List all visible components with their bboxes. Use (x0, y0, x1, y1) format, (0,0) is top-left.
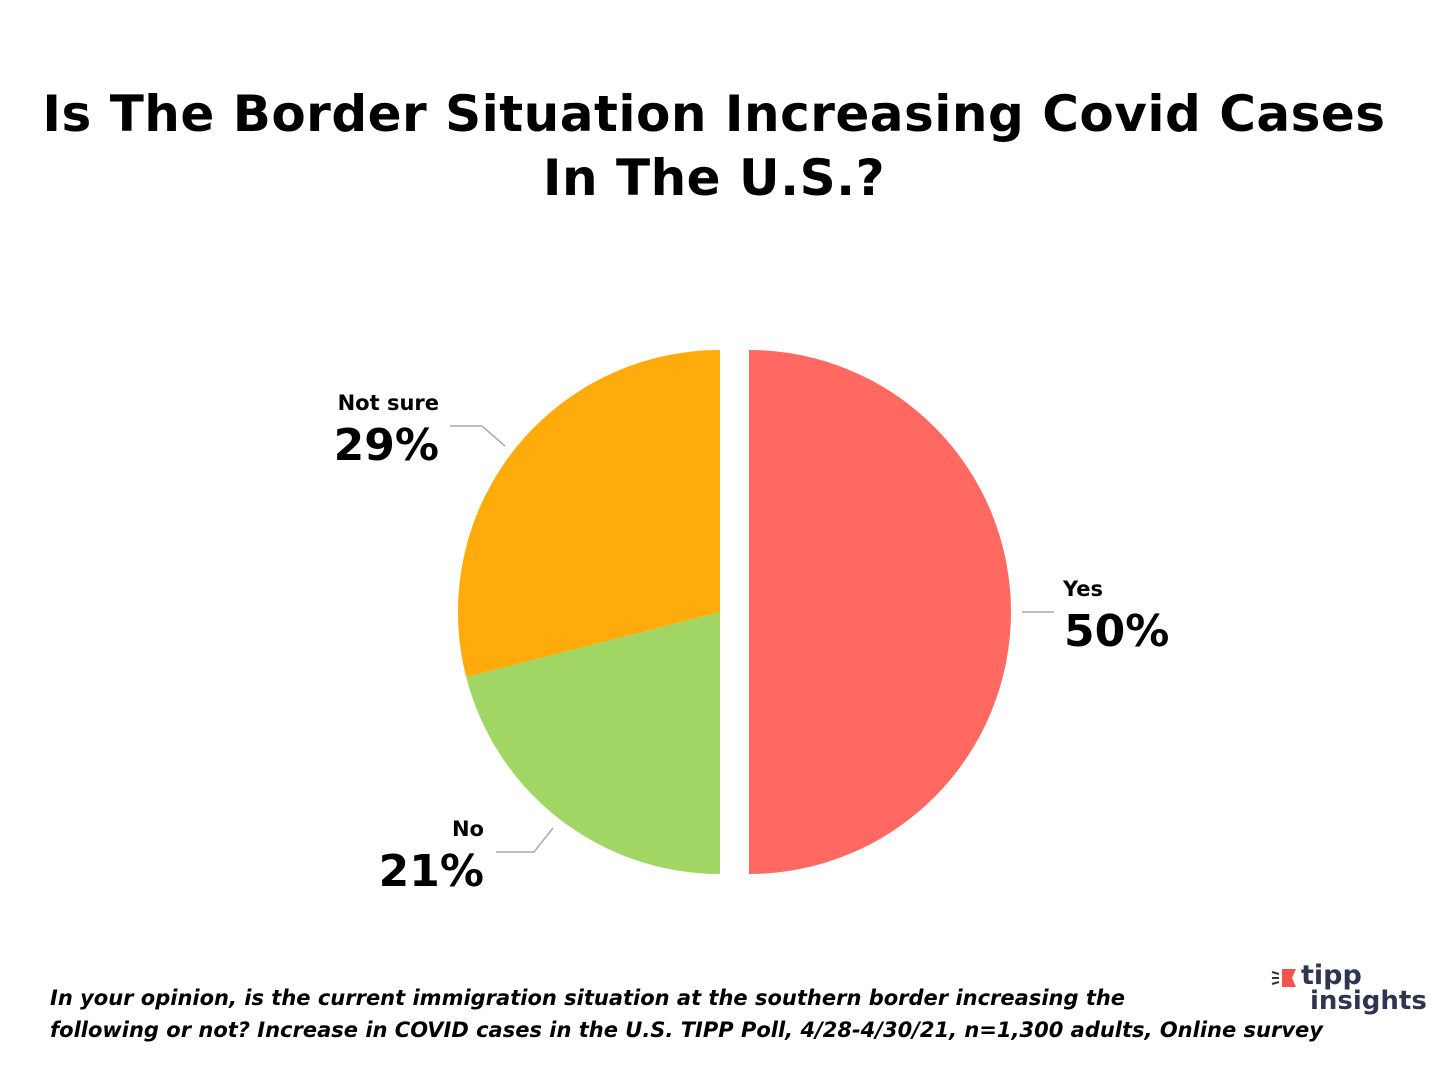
label-not-sure: Not sure (338, 391, 439, 415)
footnote: In your opinion, is the current immigrat… (50, 982, 1323, 1046)
logo-text-insights: insights (1310, 986, 1427, 1016)
tipp-insights-logo: tipp insights (1270, 962, 1430, 1022)
leader-line-no (496, 827, 554, 853)
value-not-sure: 29% (334, 420, 439, 471)
chart-title: Is The Border Situation Increasing Covid… (0, 82, 1428, 210)
value-no: 21% (379, 846, 484, 897)
logo-text-tipp: tipp (1301, 960, 1362, 991)
pie-slice-not-sure (457, 350, 720, 678)
label-yes: Yes (1062, 577, 1103, 601)
title-line-2: In The U.S.? (542, 149, 886, 207)
leader-line-not-sure (450, 425, 506, 447)
footnote-line-2: following or not? Increase in COVID case… (50, 1018, 1323, 1042)
title-line-1: Is The Border Situation Increasing Covid… (42, 85, 1386, 143)
label-no: No (452, 817, 484, 841)
logo-flag-icon (1271, 969, 1296, 987)
pie-slice-no (466, 612, 720, 874)
value-yes: 50% (1064, 606, 1169, 657)
pie-slice-yes (749, 350, 1011, 874)
footnote-line-1: In your opinion, is the current immigrat… (50, 986, 1126, 1010)
